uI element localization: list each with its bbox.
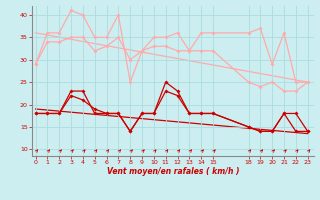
X-axis label: Vent moyen/en rafales ( km/h ): Vent moyen/en rafales ( km/h ) [107, 167, 239, 176]
